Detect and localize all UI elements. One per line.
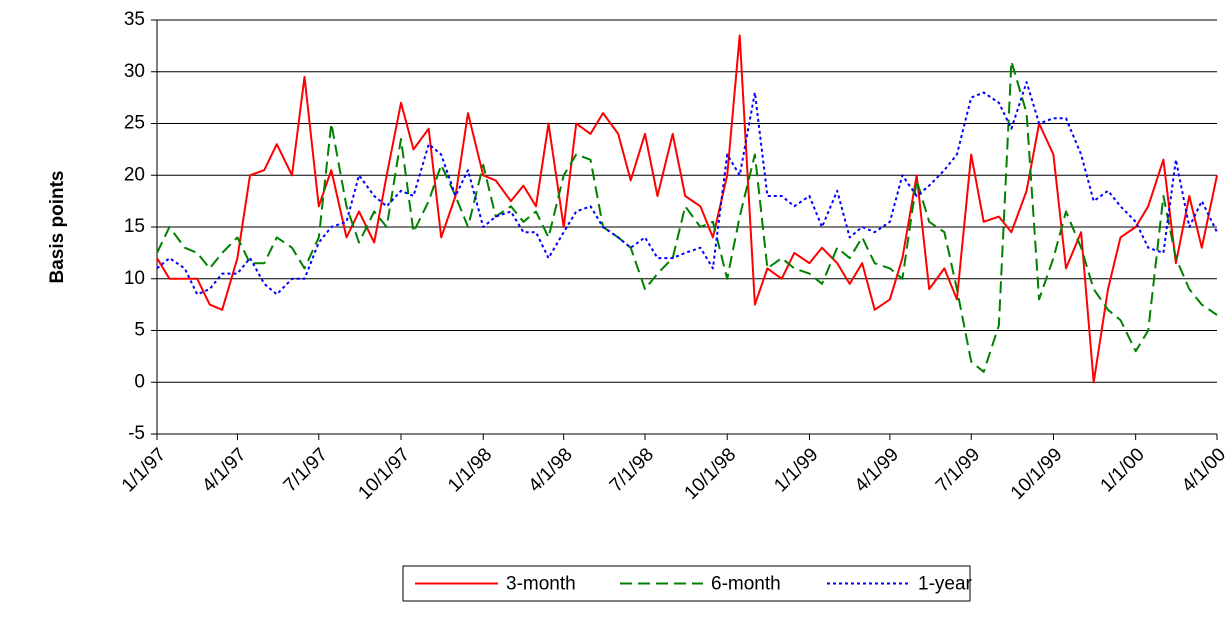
y-tick-label: 30 bbox=[124, 61, 145, 82]
y-tick-label: 10 bbox=[124, 268, 145, 289]
legend-label: 3-month bbox=[506, 574, 576, 595]
x-tick-label: 1/1/98 bbox=[444, 444, 496, 496]
x-tick-label: 4/1/00 bbox=[1178, 444, 1225, 496]
legend-label: 6-month bbox=[711, 574, 781, 595]
y-tick-label: 5 bbox=[134, 320, 145, 341]
y-tick-label: -5 bbox=[128, 423, 145, 444]
x-tick-label: 7/1/97 bbox=[280, 444, 332, 496]
series-line bbox=[156, 60, 1218, 373]
x-tick-label: 1/1/00 bbox=[1097, 444, 1149, 496]
x-tick-label: 4/1/98 bbox=[525, 444, 577, 496]
y-tick-label: 25 bbox=[124, 113, 145, 134]
y-tick-label: 15 bbox=[124, 216, 145, 237]
x-tick-label: 10/1/98 bbox=[681, 444, 741, 504]
series-line bbox=[156, 81, 1218, 296]
y-tick-label: 0 bbox=[134, 371, 145, 392]
x-tick-label: 4/1/97 bbox=[198, 444, 250, 496]
y-tick-label: 35 bbox=[124, 9, 145, 30]
x-tick-label: 1/1/97 bbox=[118, 444, 170, 496]
x-tick-label: 7/1/98 bbox=[606, 444, 658, 496]
legend-label: 1-year bbox=[918, 574, 973, 595]
y-axis-label: Basis points bbox=[47, 171, 68, 284]
x-tick-label: 4/1/99 bbox=[851, 444, 903, 496]
x-tick-label: 7/1/99 bbox=[932, 444, 984, 496]
y-tick-label: 20 bbox=[124, 164, 145, 185]
x-tick-label: 10/1/97 bbox=[354, 444, 414, 504]
x-tick-label: 10/1/99 bbox=[1007, 444, 1067, 504]
x-tick-label: 1/1/99 bbox=[770, 444, 822, 496]
